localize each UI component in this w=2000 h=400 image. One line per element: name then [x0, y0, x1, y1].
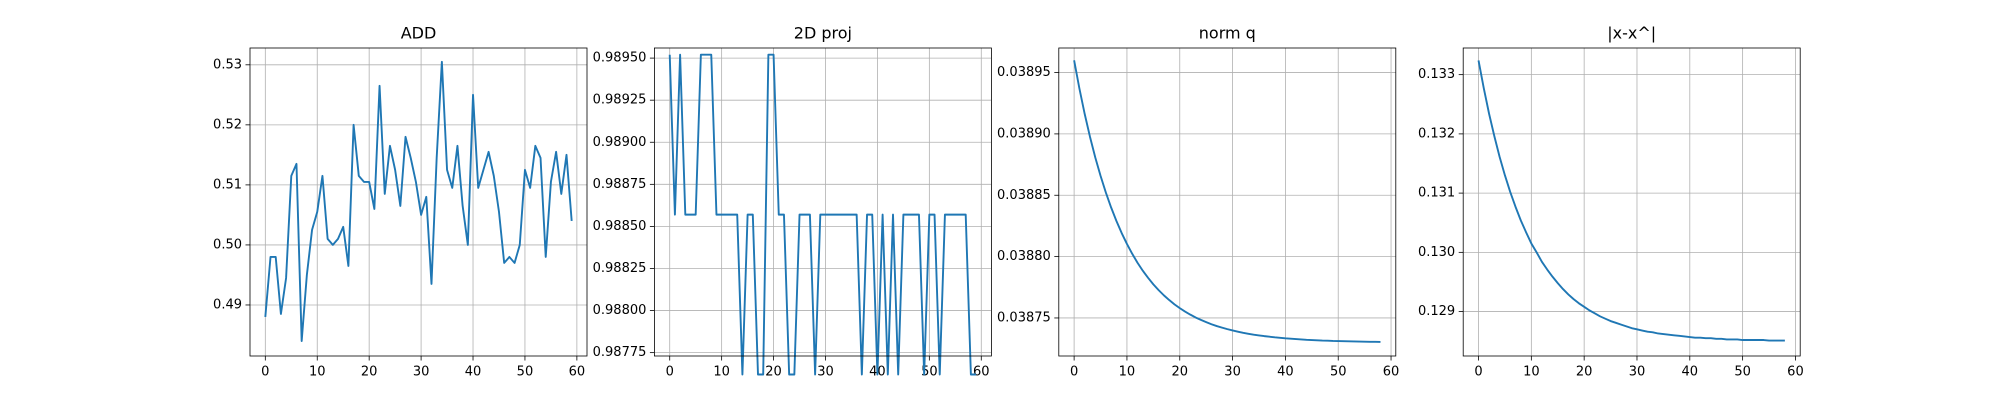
x-tick-label: 60	[1787, 365, 1804, 380]
y-tick-label: 0.50	[213, 237, 242, 252]
y-tick-label: 0.98950	[593, 51, 647, 66]
axes-frame	[1462, 47, 1801, 357]
x-tick-label: 30	[1224, 365, 1241, 380]
x-tick-label: 50	[1734, 365, 1751, 380]
x-tick-label: 20	[361, 365, 378, 380]
chart-title: ADD	[401, 24, 437, 43]
y-tick-label: 0.130	[1418, 245, 1455, 260]
y-tick-label: 0.51	[213, 177, 242, 192]
x-tick-label: 10	[713, 365, 730, 380]
data-line	[1073, 60, 1381, 343]
y-tick-label: 0.98775	[593, 345, 647, 360]
x-tick-label: 20	[1171, 365, 1188, 380]
y-tick-label: 0.52	[213, 117, 242, 132]
x-tick-label: 30	[413, 365, 430, 380]
chart-title: norm q	[1199, 24, 1256, 43]
y-tick-label: 0.03875	[997, 310, 1051, 325]
chart-title: |x-x^|	[1607, 24, 1656, 43]
x-tick-label: 50	[517, 365, 534, 380]
y-tick-label: 0.98800	[593, 303, 647, 318]
x-tick-label: 40	[1682, 365, 1699, 380]
y-tick-label: 0.53	[213, 57, 242, 72]
data-line	[264, 60, 573, 342]
x-tick-label: 60	[973, 365, 990, 380]
x-tick-label: 60	[569, 365, 586, 380]
x-tick-label: 50	[1330, 365, 1347, 380]
x-tick-label: 40	[1277, 365, 1294, 380]
x-tick-label: 20	[1576, 365, 1593, 380]
y-tick-label: 0.03880	[997, 249, 1051, 264]
y-tick-label: 0.133	[1418, 67, 1455, 82]
axes-frame	[249, 47, 588, 357]
y-tick-label: 0.03890	[997, 126, 1051, 141]
x-tick-label: 0	[1070, 365, 1078, 380]
x-tick-label: 30	[1629, 365, 1646, 380]
axes-frame	[654, 47, 992, 357]
y-tick-label: 0.03885	[997, 188, 1051, 203]
y-tick-label: 0.129	[1418, 304, 1455, 319]
y-tick-label: 0.98825	[593, 261, 647, 276]
x-tick-label: 40	[465, 365, 482, 380]
data-line	[668, 53, 977, 376]
y-tick-label: 0.132	[1418, 126, 1455, 141]
y-tick-label: 0.98875	[593, 177, 647, 192]
y-tick-label: 0.49	[213, 297, 242, 312]
x-tick-label: 0	[1474, 365, 1482, 380]
x-tick-label: 10	[1119, 365, 1136, 380]
y-tick-label: 0.98850	[593, 219, 647, 234]
x-tick-label: 20	[765, 365, 782, 380]
y-tick-label: 0.131	[1418, 186, 1455, 201]
y-tick-label: 0.98925	[593, 93, 647, 108]
x-tick-label: 10	[309, 365, 326, 380]
x-tick-label: 60	[1383, 365, 1400, 380]
data-line	[1477, 60, 1785, 342]
x-tick-label: 10	[1523, 365, 1540, 380]
x-tick-label: 30	[817, 365, 834, 380]
chart-title: 2D proj	[794, 24, 852, 43]
axes-frame	[1058, 47, 1397, 357]
x-tick-label: 0	[666, 365, 674, 380]
y-tick-label: 0.98900	[593, 135, 647, 150]
y-tick-label: 0.03895	[997, 65, 1051, 80]
x-tick-label: 0	[261, 365, 269, 380]
